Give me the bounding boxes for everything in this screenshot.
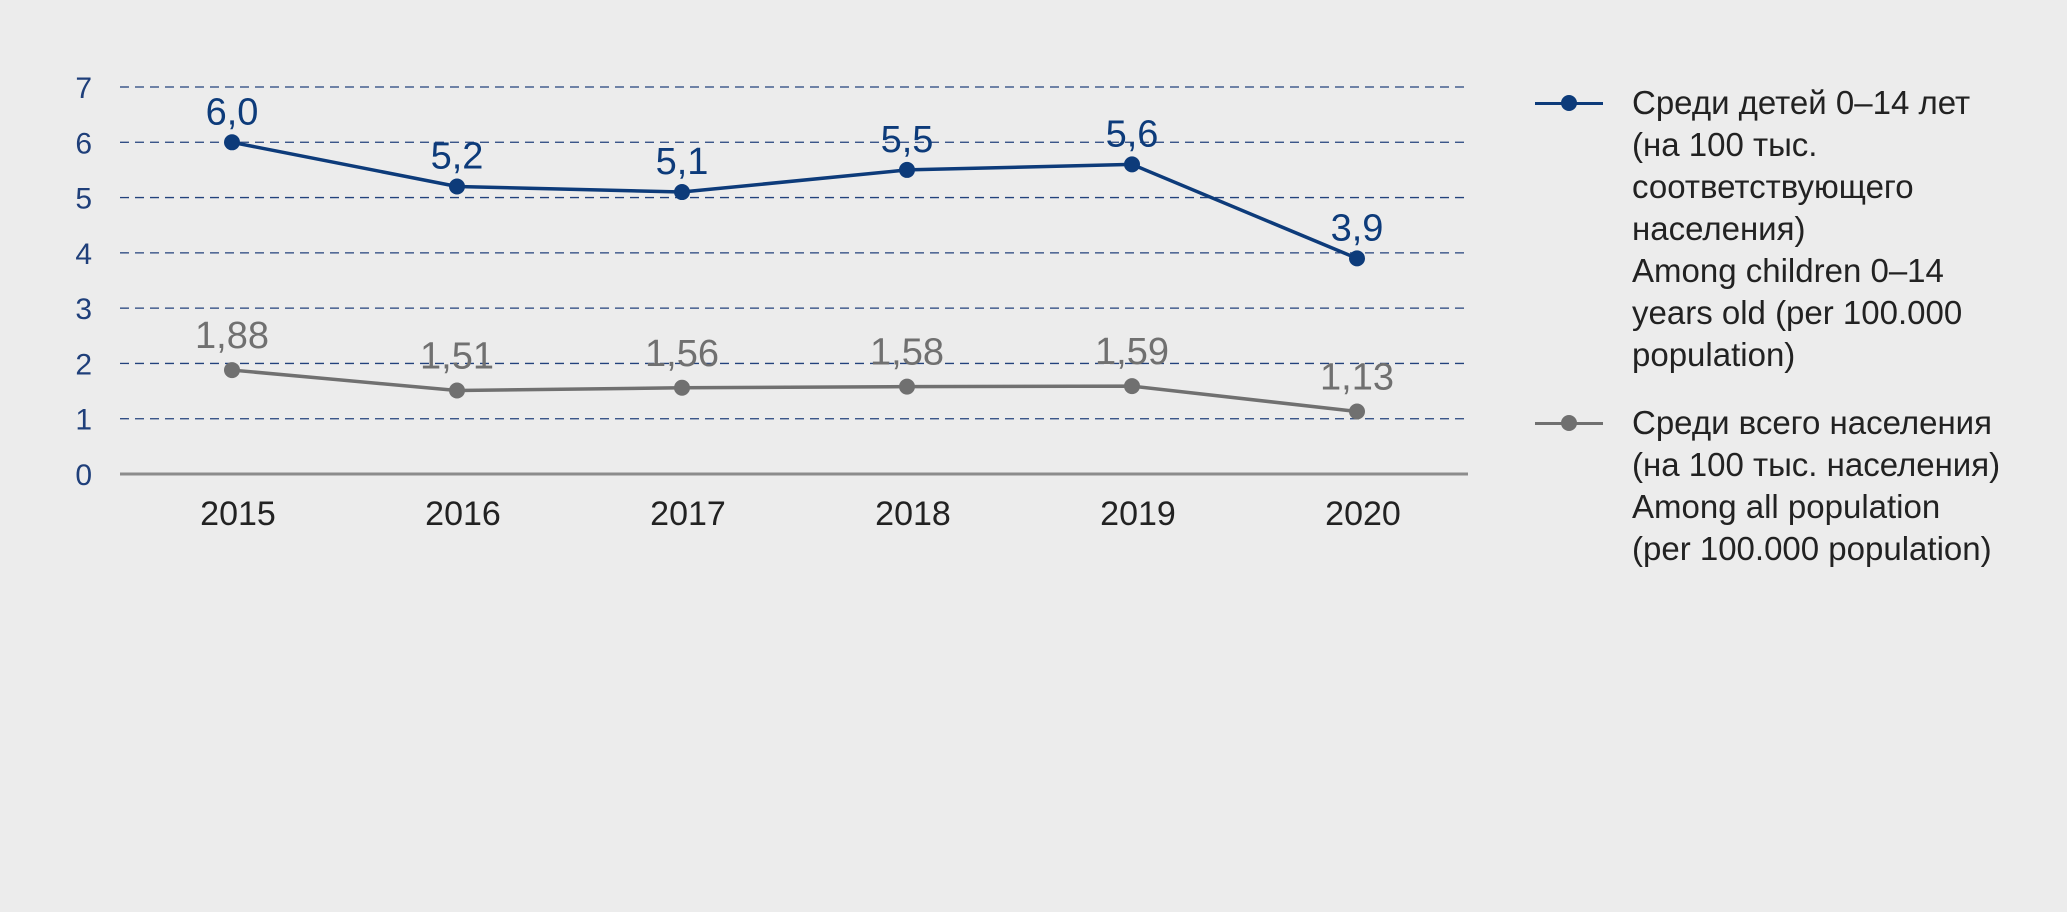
- legend-label-population: Среди всего населения (на 100 тыс. насел…: [1632, 404, 2001, 567]
- data-label: 1,13: [1320, 357, 1394, 399]
- data-point: [1124, 156, 1140, 173]
- data-label: 3,9: [1331, 207, 1384, 249]
- legend: Среди детей 0–14 лет (на 100 тыс. соотве…: [1535, 82, 2055, 596]
- y-tick-label: 0: [75, 459, 92, 492]
- y-tick-label: 1: [75, 404, 92, 437]
- series-line: [231, 140, 1358, 261]
- data-point: [449, 178, 465, 195]
- data-label: 1,51: [420, 336, 494, 378]
- data-point: [899, 161, 915, 178]
- legend-item-population: Среди всего населения (на 100 тыс. насел…: [1535, 402, 2055, 570]
- data-point: [899, 378, 915, 395]
- y-tick-label: 4: [75, 238, 92, 271]
- data-point: [674, 379, 690, 396]
- data-point: [674, 184, 690, 201]
- legend-marker-children: [1535, 95, 1603, 111]
- x-tick-label: 2018: [875, 495, 951, 533]
- data-point: [1349, 250, 1365, 267]
- data-label: 5,2: [431, 136, 484, 178]
- y-tick-label: 2: [75, 348, 92, 381]
- series-line: [231, 368, 1358, 414]
- data-point: [449, 382, 465, 399]
- y-tick-label: 6: [75, 127, 92, 160]
- data-point: [1124, 378, 1140, 395]
- data-label: 6,0: [206, 91, 259, 133]
- legend-label-children: Среди детей 0–14 лет (на 100 тыс. соотве…: [1632, 84, 1971, 373]
- data-label: 1,58: [870, 332, 944, 374]
- data-label: 1,59: [1095, 331, 1169, 373]
- legend-marker-population: [1535, 415, 1603, 431]
- data-label: 5,1: [656, 141, 709, 183]
- data-label: 5,6: [1106, 113, 1159, 155]
- legend-item-children: Среди детей 0–14 лет (на 100 тыс. соотве…: [1535, 82, 2055, 376]
- data-point: [224, 134, 240, 151]
- y-tick-label: 7: [75, 72, 92, 105]
- data-label: 5,5: [881, 119, 934, 161]
- y-tick-label: 5: [75, 183, 92, 216]
- x-tick-label: 2019: [1100, 495, 1176, 533]
- x-tick-label: 2020: [1325, 495, 1401, 533]
- x-tick-label: 2015: [200, 495, 276, 533]
- x-tick-label: 2016: [425, 495, 501, 533]
- x-tick-label: 2017: [650, 495, 726, 533]
- data-point: [1349, 403, 1365, 420]
- data-point: [224, 362, 240, 379]
- data-label: 1,88: [195, 315, 269, 357]
- y-tick-label: 3: [75, 293, 92, 326]
- data-label: 1,56: [645, 333, 719, 375]
